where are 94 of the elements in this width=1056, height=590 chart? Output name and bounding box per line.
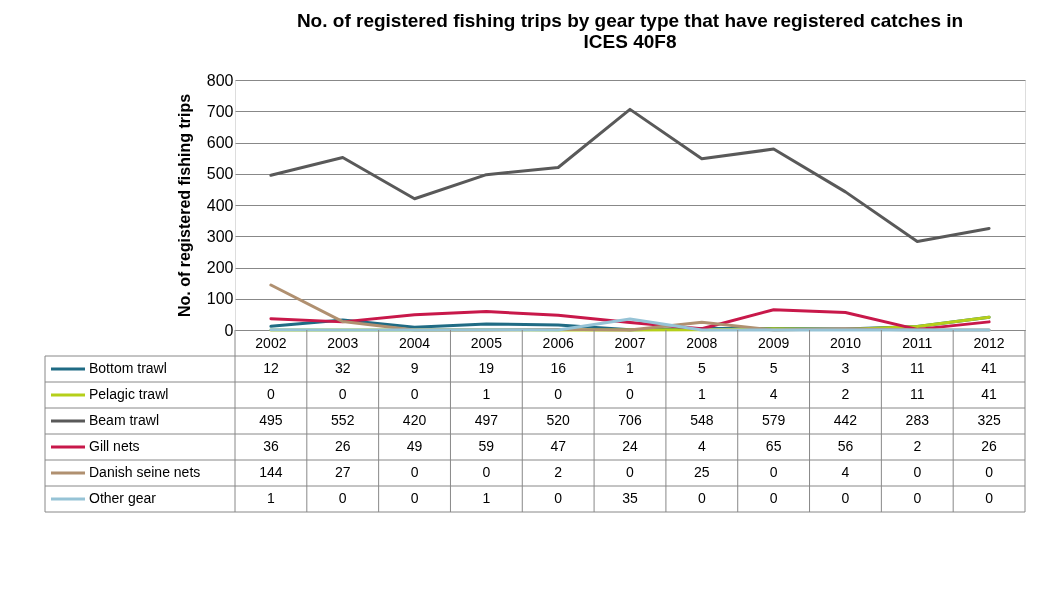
data-label: 0 xyxy=(769,490,778,506)
data-label: 26 xyxy=(334,438,351,454)
y-tick-label: 400 xyxy=(206,196,234,214)
data-label: 19 xyxy=(478,360,495,376)
x-tick-label: 2010 xyxy=(829,334,862,351)
x-tick-label: 2004 xyxy=(398,334,431,351)
data-label: 65 xyxy=(765,438,782,454)
y-tick-label: 600 xyxy=(206,134,234,151)
y-axis-title: No. of registered fishing trips xyxy=(175,93,193,318)
data-label: 24 xyxy=(622,438,638,454)
data-label: 26 xyxy=(981,438,998,454)
data-label: 497 xyxy=(474,412,499,428)
data-label: 41 xyxy=(981,360,998,376)
x-tick-label: 2012 xyxy=(973,334,1005,351)
x-tick-label: 2006 xyxy=(542,334,574,351)
data-label: 0 xyxy=(626,464,635,480)
data-label: 442 xyxy=(833,412,858,428)
data-label: 4 xyxy=(841,464,850,480)
data-label: 3 xyxy=(841,360,850,376)
data-label: 0 xyxy=(410,464,419,480)
data-label: 0 xyxy=(267,386,276,402)
data-label: 0 xyxy=(338,490,347,506)
data-label: 548 xyxy=(690,412,714,428)
data-label: 35 xyxy=(622,490,638,506)
data-label: 0 xyxy=(985,464,994,480)
data-label: 0 xyxy=(913,490,922,506)
data-label: 5 xyxy=(697,360,706,376)
data-label: 41 xyxy=(981,386,998,402)
data-label: 420 xyxy=(402,412,427,428)
data-label: 0 xyxy=(913,464,922,480)
data-label: 1 xyxy=(697,386,706,402)
data-label: 706 xyxy=(618,412,642,428)
data-label: 325 xyxy=(977,412,1001,428)
data-label: 16 xyxy=(550,360,567,376)
data-label: 27 xyxy=(334,464,351,480)
data-label: 2 xyxy=(913,438,922,454)
data-label: 32 xyxy=(334,360,351,376)
data-label: 47 xyxy=(550,438,567,454)
x-tick-label: 2009 xyxy=(758,334,790,351)
y-tick-label: 300 xyxy=(206,227,234,245)
x-tick-label: 2002 xyxy=(255,334,287,351)
data-label: 2 xyxy=(841,386,850,402)
y-tick-label: 200 xyxy=(206,259,234,276)
x-tick-label: 2008 xyxy=(686,334,718,351)
data-label: 144 xyxy=(259,464,283,480)
data-label: 520 xyxy=(546,412,571,428)
data-label: 59 xyxy=(478,438,495,454)
legend-label: Pelagic trawl xyxy=(89,386,169,402)
data-label: 4 xyxy=(697,438,706,454)
data-label: 49 xyxy=(406,438,423,454)
data-label: 25 xyxy=(694,464,710,480)
y-tick-label: 0 xyxy=(224,321,234,339)
data-label: 0 xyxy=(626,386,635,402)
x-tick-label: 2005 xyxy=(470,334,503,351)
data-label: 11 xyxy=(910,360,925,376)
data-label: 11 xyxy=(910,386,925,402)
data-label: 36 xyxy=(263,438,279,454)
data-label: 0 xyxy=(554,386,563,402)
data-label: 0 xyxy=(338,386,347,402)
y-tick-label: 800 xyxy=(206,71,234,89)
legend-label: Bottom trawl xyxy=(89,360,167,376)
data-label: 495 xyxy=(259,412,283,428)
legend-label: Gill nets xyxy=(89,438,140,454)
data-label: 552 xyxy=(331,412,355,428)
data-label: 0 xyxy=(841,490,850,506)
data-label: 1 xyxy=(626,360,635,376)
legend-label: Other gear xyxy=(89,490,157,506)
data-label: 1 xyxy=(267,490,276,506)
data-label: 2 xyxy=(554,464,563,480)
x-tick-label: 2003 xyxy=(327,334,359,351)
legend-label: Danish seine nets xyxy=(89,464,201,480)
legend-label: Beam trawl xyxy=(89,412,160,428)
data-label: 9 xyxy=(410,360,419,376)
data-label: 1 xyxy=(482,490,491,506)
data-label: 0 xyxy=(697,490,706,506)
data-label: 0 xyxy=(769,464,778,480)
y-tick-label: 100 xyxy=(206,290,234,308)
data-label: 12 xyxy=(263,360,279,376)
data-label: 0 xyxy=(410,386,419,402)
data-label: 283 xyxy=(905,412,930,428)
y-tick-label: 700 xyxy=(206,102,234,120)
data-label: 1 xyxy=(482,386,491,402)
data-label: 0 xyxy=(985,490,994,506)
data-label: 5 xyxy=(769,360,778,376)
data-label: 4 xyxy=(769,386,778,402)
data-label: 0 xyxy=(410,490,419,506)
data-label: 579 xyxy=(761,412,786,428)
chart-title: No. of registered fishing trips by gear type that have registered catches in ICES 40F8 xyxy=(296,10,964,52)
data-label: 0 xyxy=(482,464,491,480)
data-label: 56 xyxy=(837,438,854,454)
y-tick-label: 500 xyxy=(206,165,234,183)
x-tick-label: 2007 xyxy=(614,334,646,351)
x-tick-label: 2011 xyxy=(902,334,933,351)
data-label: 0 xyxy=(554,490,563,506)
